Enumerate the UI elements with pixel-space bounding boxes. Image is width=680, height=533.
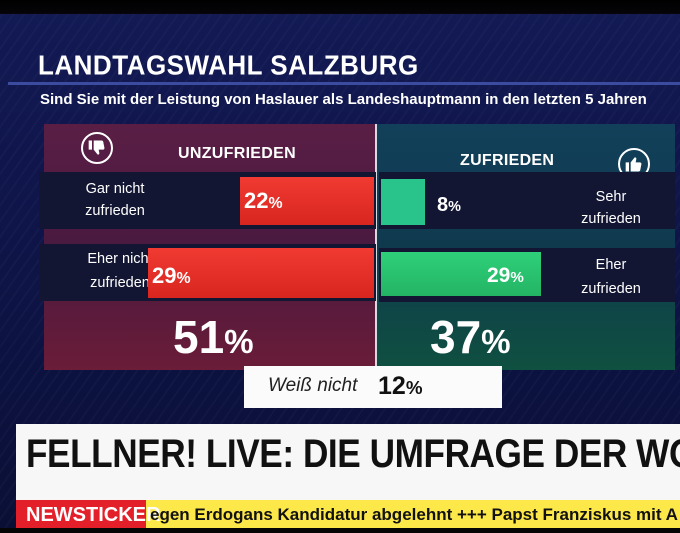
chart-question: Sind Sie mit der Leistung von Haslauer a… xyxy=(40,91,647,108)
bar-sehr-zufrieden xyxy=(381,179,425,225)
bar-eher-nicht-zufrieden xyxy=(148,248,374,298)
label-sehr-1: Sehr xyxy=(595,189,627,205)
row-sehr-box xyxy=(379,172,675,229)
show-banner: FELLNER! LIVE: DIE UMFRAGE DER WOCHE xyxy=(16,424,680,502)
label-gar-nicht-1: Gar nicht xyxy=(85,181,145,197)
banner-title: FELLNER! LIVE: DIE UMFRAGE DER WOCHE xyxy=(26,432,680,476)
thumbs-up-glyph xyxy=(625,157,642,172)
weiss-nicht-label: Weiß nicht xyxy=(268,375,358,396)
thumbs-down-icon xyxy=(81,132,113,164)
label-eher-nicht-1: Eher nicht xyxy=(87,251,153,267)
total-zufrieden: 37% xyxy=(430,311,511,363)
tv-bezel-top xyxy=(0,0,680,14)
bar-eher-zufrieden xyxy=(381,252,541,296)
bar-gar-nicht-zufrieden xyxy=(240,177,374,225)
label-gar-nicht-2: zufrieden xyxy=(85,203,145,219)
label-sehr-2: zufrieden xyxy=(581,211,641,227)
thumbs-down-glyph xyxy=(88,140,105,155)
header-zufrieden: ZUFRIEDEN xyxy=(460,152,555,169)
weiss-nicht-value: 12% xyxy=(378,372,423,400)
label-eher-2: zufrieden xyxy=(581,281,641,297)
value-eher-nicht-zufrieden: 29% xyxy=(152,263,191,288)
title-rule xyxy=(8,82,680,85)
value-sehr-zufrieden: 8% xyxy=(437,194,461,216)
value-eher-zufrieden: 29% xyxy=(487,264,524,287)
ticker-badge: NEWSTICKER xyxy=(16,500,160,530)
header-unzufrieden: UNZUFRIEDEN xyxy=(178,145,296,162)
label-eher-nicht-2: zufrieden xyxy=(90,275,150,291)
tv-bezel-bottom xyxy=(0,528,680,533)
weiss-nicht-box: Weiß nicht 12% xyxy=(244,366,502,408)
ticker-text: egen Erdogans Kandidatur abgelehnt +++ P… xyxy=(150,505,678,524)
news-ticker: NEWSTICKER egen Erdogans Kandidatur abge… xyxy=(16,500,680,530)
chart-title: LANDTAGSWAHL SALZBURG xyxy=(38,49,419,81)
value-gar-nicht-zufrieden: 22% xyxy=(244,188,283,213)
total-unzufrieden: 51% xyxy=(173,311,254,363)
center-divider xyxy=(375,124,377,370)
label-eher-1: Eher xyxy=(595,257,627,273)
